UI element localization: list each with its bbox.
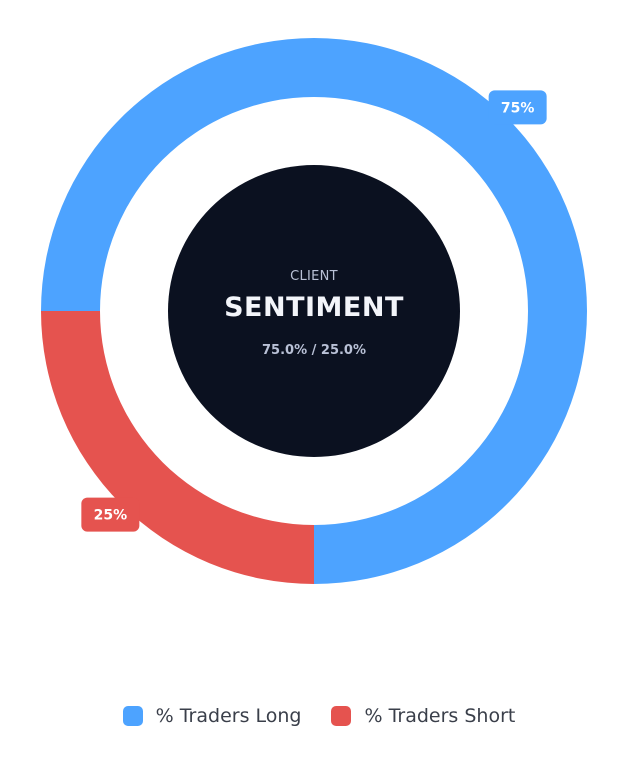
center-disc <box>168 165 460 457</box>
legend-item-long[interactable]: % Traders Long <box>122 705 302 727</box>
legend-label-long: % Traders Long <box>155 705 302 727</box>
legend-swatch-short <box>331 706 352 726</box>
legend-item-short[interactable]: % Traders Short <box>331 705 515 727</box>
slice-label-short: 25% <box>81 497 140 532</box>
legend-swatch-long <box>122 706 143 726</box>
legend-label-short: % Traders Short <box>364 705 516 727</box>
slice-label-badge-long <box>488 90 547 125</box>
center-title: SENTIMENT <box>224 292 404 323</box>
slice-label-text-long: 75% <box>501 100 535 116</box>
legend: % Traders Long % Traders Short <box>0 705 638 727</box>
slice-label-badge-short <box>81 497 140 532</box>
center-subtitle: CLIENT <box>290 269 338 284</box>
slice-label-text-short: 25% <box>94 508 128 524</box>
slice-labels: 75% 25% <box>81 90 547 532</box>
slice-label-long: 75% <box>488 90 547 125</box>
center-ratio: 75.0% / 25.0% <box>262 343 366 358</box>
donut-slice-short[interactable] <box>41 311 314 584</box>
donut-slices <box>41 38 587 584</box>
